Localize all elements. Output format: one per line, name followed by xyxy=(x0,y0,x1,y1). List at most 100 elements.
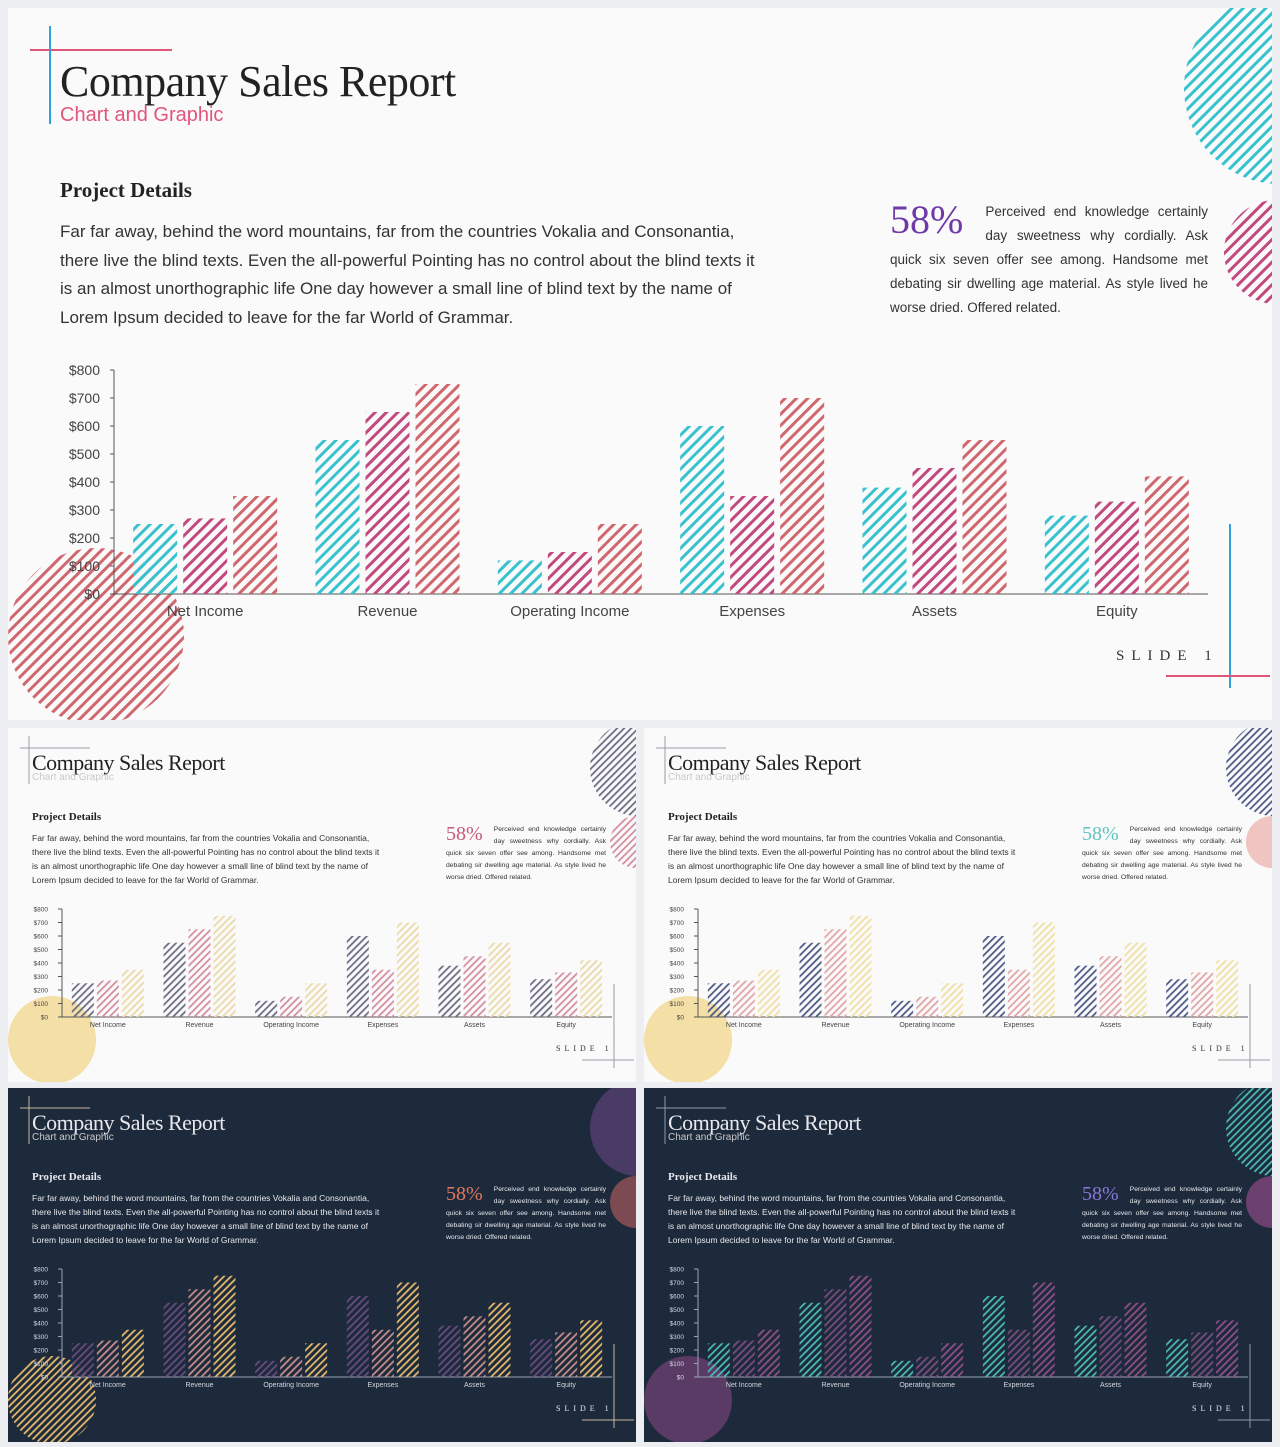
y-tick-label: $600 xyxy=(69,418,100,434)
y-tick-label: $800 xyxy=(34,1266,49,1273)
y-tick-label: $300 xyxy=(670,1334,685,1341)
bar xyxy=(163,942,186,1017)
bar xyxy=(530,1339,553,1377)
slide-thumbnail-2[interactable]: Company Sales Report Chart and Graphic P… xyxy=(644,728,1272,1082)
bar xyxy=(849,1275,872,1377)
bar xyxy=(1124,942,1147,1017)
x-category-label: Net Income xyxy=(90,1022,126,1029)
y-tick-label: $100 xyxy=(69,558,100,574)
y-tick-label: $100 xyxy=(670,1001,685,1008)
slide-thumbnail-3[interactable]: Company Sales Report Chart and Graphic P… xyxy=(8,1088,636,1442)
bar xyxy=(580,1320,603,1377)
section-heading: Project Details xyxy=(32,811,102,823)
bar xyxy=(71,1343,94,1377)
y-tick-label: $500 xyxy=(34,947,49,954)
x-category-label: Expenses xyxy=(367,1382,398,1389)
slide-thumbnail-4[interactable]: Company Sales Report Chart and Graphic P… xyxy=(644,1088,1272,1442)
bar xyxy=(188,1289,211,1377)
bar xyxy=(183,518,228,594)
x-category-label: Net Income xyxy=(90,1382,126,1389)
bar xyxy=(346,936,369,1017)
x-category-label: Assets xyxy=(1100,1382,1122,1389)
y-tick-label: $200 xyxy=(670,1347,685,1354)
slide-label: SLIDE 1 xyxy=(1192,1404,1249,1413)
x-category-label: Operating Income xyxy=(263,1382,319,1389)
slide-decorations xyxy=(644,728,1272,1082)
x-category-label: Expenses xyxy=(1003,1022,1034,1029)
x-category-label: Equity xyxy=(1192,1382,1212,1389)
bar xyxy=(1144,476,1189,594)
section-heading: Project Details xyxy=(32,1171,102,1183)
x-category-label: Assets xyxy=(912,603,957,620)
slide-decorations xyxy=(8,728,636,1082)
page-subtitle: Chart and Graphic xyxy=(668,1132,750,1143)
stat-text: Perceived end knowledge certainly day sw… xyxy=(1082,1186,1242,1241)
bar xyxy=(188,929,211,1017)
y-tick-label: $800 xyxy=(670,1266,685,1273)
bar xyxy=(707,1343,730,1377)
bar xyxy=(1191,1332,1214,1377)
y-tick-label: $100 xyxy=(34,1001,49,1008)
slide-main[interactable]: Company Sales Report Chart and Graphic P… xyxy=(8,8,1272,720)
hatched-circle-bottom-left xyxy=(8,1356,96,1442)
y-tick-label: $800 xyxy=(670,906,685,913)
bar xyxy=(1216,1320,1239,1377)
stat-text: Perceived end knowledge certainly day sw… xyxy=(890,204,1208,315)
y-tick-label: $0 xyxy=(677,1374,685,1381)
section-heading: Project Details xyxy=(668,1171,738,1183)
bar xyxy=(396,1282,419,1377)
section-heading: Project Details xyxy=(668,811,738,823)
bar xyxy=(1074,965,1097,1017)
body-text: Far far away, behind the word mountains,… xyxy=(32,833,380,885)
body-text: Far far away, behind the word mountains,… xyxy=(32,1193,380,1245)
stat-block: 58% Perceived end knowledge certainly da… xyxy=(890,200,1208,320)
bar xyxy=(547,552,592,594)
bar xyxy=(121,969,144,1017)
hatched-circle-top-right xyxy=(590,728,636,816)
hatched-circle-right xyxy=(610,816,636,868)
bar-chart: $0 $100 $200 $300 $400 $500 $600 $700 $800 Net In… xyxy=(34,1266,612,1389)
circle-right xyxy=(1246,816,1272,868)
bar xyxy=(121,1329,144,1377)
page-title: Company Sales Report xyxy=(668,1110,861,1135)
stat-block: 58% Perceived end knowledge certainly da… xyxy=(1082,824,1242,884)
y-tick-label: $400 xyxy=(670,960,685,967)
bar-chart: $0 $100 $200 $300 $400 $500 $600 $700 $800 Net In… xyxy=(69,362,1208,620)
page-subtitle: Chart and Graphic xyxy=(668,772,750,783)
page-title: Company Sales Report xyxy=(668,750,861,775)
bar xyxy=(580,960,603,1017)
bar xyxy=(371,969,394,1017)
y-tick-label: $800 xyxy=(34,906,49,913)
y-tick-label: $200 xyxy=(34,987,49,994)
bar xyxy=(1166,1339,1189,1377)
bar xyxy=(497,560,542,594)
bar xyxy=(891,1000,914,1017)
y-tick-label: $100 xyxy=(670,1361,685,1368)
stat-block: 58% Perceived end knowledge certainly da… xyxy=(1082,1184,1242,1244)
y-tick-label: $100 xyxy=(34,1361,49,1368)
x-category-label: Equity xyxy=(1096,603,1138,620)
y-tick-label: $800 xyxy=(69,362,100,378)
bar xyxy=(912,468,957,594)
x-category-label: Revenue xyxy=(185,1022,213,1029)
bar xyxy=(1099,956,1122,1017)
stat-text: Perceived end knowledge certainly day sw… xyxy=(446,1186,606,1241)
x-category-label: Operating Income xyxy=(510,603,629,620)
bar xyxy=(71,983,94,1017)
x-category-label: Expenses xyxy=(367,1022,398,1029)
y-tick-label: $400 xyxy=(34,960,49,967)
section-heading: Project Details xyxy=(60,178,192,202)
page-title: Company Sales Report xyxy=(32,750,225,775)
x-category-label: Revenue xyxy=(357,603,417,620)
x-category-label: Net Income xyxy=(726,1382,762,1389)
slide-thumbnail-1[interactable]: Company Sales Report Chart and Graphic P… xyxy=(8,728,636,1082)
bar xyxy=(255,1000,278,1017)
slide-label: SLIDE 1 xyxy=(1116,648,1219,664)
bar xyxy=(305,983,328,1017)
bar xyxy=(233,496,278,594)
stat-block: 58% Perceived end knowledge certainly da… xyxy=(446,824,606,884)
x-category-label: Net Income xyxy=(167,603,244,620)
bar xyxy=(941,983,964,1017)
stat-text: Perceived end knowledge certainly day sw… xyxy=(1082,826,1242,881)
slide-label: SLIDE 1 xyxy=(556,1044,613,1053)
